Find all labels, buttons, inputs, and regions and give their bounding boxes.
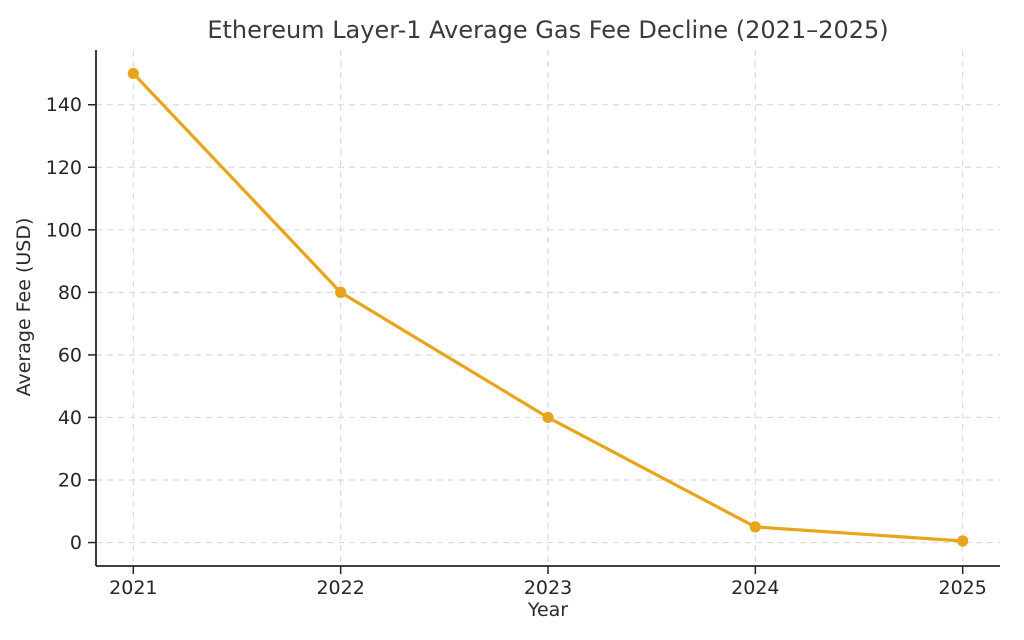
y-tick-label-20: 20 [58,470,82,492]
y-tick-label-80: 80 [58,282,82,304]
x-tick-label-2022: 2022 [316,577,364,599]
data-point-2021 [127,67,139,80]
gridlines [96,50,1000,566]
fee-line-series [127,67,969,547]
data-point-2023 [542,411,554,424]
x-axis-label: Year [527,599,568,621]
x-tick-labels: 2021 2022 2023 2024 2025 [109,577,987,599]
x-tick-label-2021: 2021 [109,577,157,599]
y-tick-labels: 0 20 40 60 80 100 120 140 [46,94,82,554]
y-tick-label-0: 0 [70,532,82,554]
y-tick-label-60: 60 [58,344,82,366]
data-point-2022 [335,286,347,298]
x-tick-label-2023: 2023 [524,577,572,599]
chart-title: Ethereum Layer-1 Average Gas Fee Decline… [207,16,888,44]
y-tick-label-120: 120 [46,157,82,179]
axis-ticks [88,103,964,574]
y-tick-label-100: 100 [46,219,82,241]
data-point-2025 [957,535,969,547]
x-tick-label-2024: 2024 [731,577,779,599]
x-tick-label-2025: 2025 [938,577,986,599]
y-axis-label: Average Fee (USD) [13,218,35,397]
data-point-2024 [749,521,761,533]
y-tick-label-140: 140 [46,94,82,116]
y-tick-label-40: 40 [58,407,82,429]
